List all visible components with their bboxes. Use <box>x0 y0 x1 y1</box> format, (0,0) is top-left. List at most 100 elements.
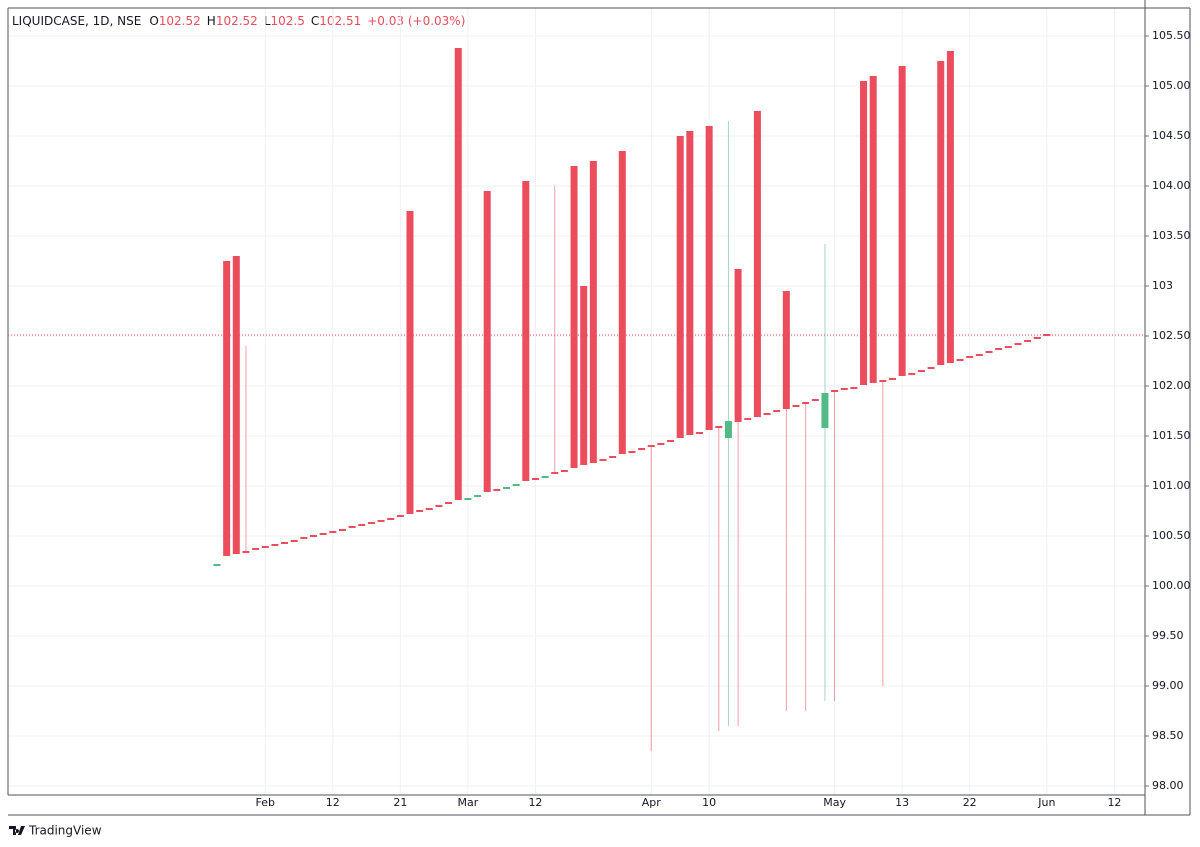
candle-body <box>869 76 877 383</box>
candle-body <box>396 515 404 517</box>
candle-body <box>1024 340 1032 342</box>
ohlc-value: 102.51 <box>319 14 361 28</box>
candle-body <box>609 456 617 458</box>
candle-body <box>724 421 732 438</box>
ohlc-value: 102.52 <box>216 14 258 28</box>
candle-body <box>831 390 839 392</box>
candle-body <box>290 540 298 542</box>
candle-body <box>889 378 896 380</box>
candle-body <box>232 256 240 554</box>
y-tick-label: 103 <box>1152 279 1173 292</box>
ohlc-label: O <box>149 14 158 28</box>
x-tick-label: Mar <box>458 796 479 809</box>
x-tick-label: 22 <box>963 796 977 809</box>
candles <box>213 48 1051 751</box>
candle-body <box>1004 346 1012 348</box>
candle-body <box>261 546 269 548</box>
candle-body <box>377 520 385 522</box>
candle-body <box>367 522 375 524</box>
candle-body <box>946 51 954 363</box>
candle-body <box>715 426 723 428</box>
candle-body <box>445 502 453 504</box>
candle-body <box>329 531 337 533</box>
symbol: LIQUIDCASE, 1D, NSE <box>12 14 141 28</box>
candle-body <box>464 498 472 500</box>
candle-body <box>1043 334 1051 336</box>
ohlc-label: L <box>264 14 271 28</box>
candle-body <box>435 505 443 507</box>
x-tick-label: May <box>823 796 846 809</box>
candle-body <box>1014 343 1022 345</box>
candle-body <box>493 489 501 491</box>
y-tick-label: 98.00 <box>1152 779 1184 792</box>
y-tick-label: 101.50 <box>1152 429 1191 442</box>
x-tick-label: 21 <box>393 796 407 809</box>
x-tick-label: 12 <box>528 796 542 809</box>
candle-body <box>252 548 260 550</box>
candle-body <box>406 211 414 514</box>
candle-body <box>454 48 462 500</box>
candle-body <box>850 387 858 389</box>
candle-body <box>840 388 848 390</box>
candle-body <box>985 351 993 353</box>
candle-body <box>483 191 491 492</box>
ohlc-value: 102.5 <box>271 14 305 28</box>
candle-body <box>474 495 482 497</box>
candle-body <box>879 380 887 382</box>
x-tick-label: Jun <box>1037 796 1055 809</box>
candle-body <box>908 373 916 375</box>
x-tick-label: 12 <box>326 796 340 809</box>
candle-body <box>628 451 636 453</box>
y-tick-label: 100.00 <box>1152 579 1191 592</box>
candle-body <box>676 136 684 438</box>
y-tick-label: 99.00 <box>1152 679 1184 692</box>
candle-body <box>966 356 974 358</box>
candle-body <box>647 445 655 447</box>
candle-body <box>753 111 761 417</box>
x-tick-label: 13 <box>895 796 909 809</box>
candle-body <box>802 402 810 404</box>
ohlc-label: C <box>311 14 319 28</box>
brand-logo <box>9 826 25 835</box>
candle-body <box>1033 337 1041 339</box>
y-tick-label: 105.00 <box>1152 79 1191 92</box>
candle-body <box>744 418 752 420</box>
candle-body <box>927 367 935 369</box>
candle-body <box>387 518 395 520</box>
candle-body <box>657 443 665 445</box>
candle-body <box>541 476 549 478</box>
y-tick-label: 100.50 <box>1152 529 1191 542</box>
brand-name: TradingView <box>28 824 102 838</box>
candle-body <box>782 291 790 409</box>
candle-body <box>551 472 559 474</box>
candle-body <box>860 81 868 385</box>
candle-body <box>763 413 771 415</box>
y-tick-label: 101.00 <box>1152 479 1191 492</box>
y-tick-label: 98.50 <box>1152 729 1184 742</box>
candle-body <box>358 524 366 526</box>
candle-body <box>734 269 742 422</box>
candle-body <box>937 61 945 365</box>
candle-body <box>531 478 539 480</box>
y-tick-label: 105.50 <box>1152 29 1191 42</box>
candle-body <box>242 551 250 553</box>
candle-body <box>589 161 597 463</box>
candle-body <box>773 410 781 412</box>
candle-body <box>686 131 694 435</box>
candle-body <box>975 354 983 356</box>
candle-body <box>638 448 646 450</box>
candle-body <box>522 181 530 481</box>
y-tick-label: 102.00 <box>1152 379 1191 392</box>
candle-body <box>821 393 829 428</box>
candle-body <box>599 459 607 461</box>
x-tick-label: Apr <box>642 796 662 809</box>
y-tick-label: 102.50 <box>1152 329 1191 342</box>
candle-body <box>956 359 964 361</box>
candle-body <box>580 286 588 465</box>
candle-body <box>425 508 433 510</box>
candle-body <box>898 66 906 376</box>
candle-body <box>503 487 510 489</box>
candle-body <box>696 432 703 434</box>
x-tick-label: Feb <box>256 796 275 809</box>
